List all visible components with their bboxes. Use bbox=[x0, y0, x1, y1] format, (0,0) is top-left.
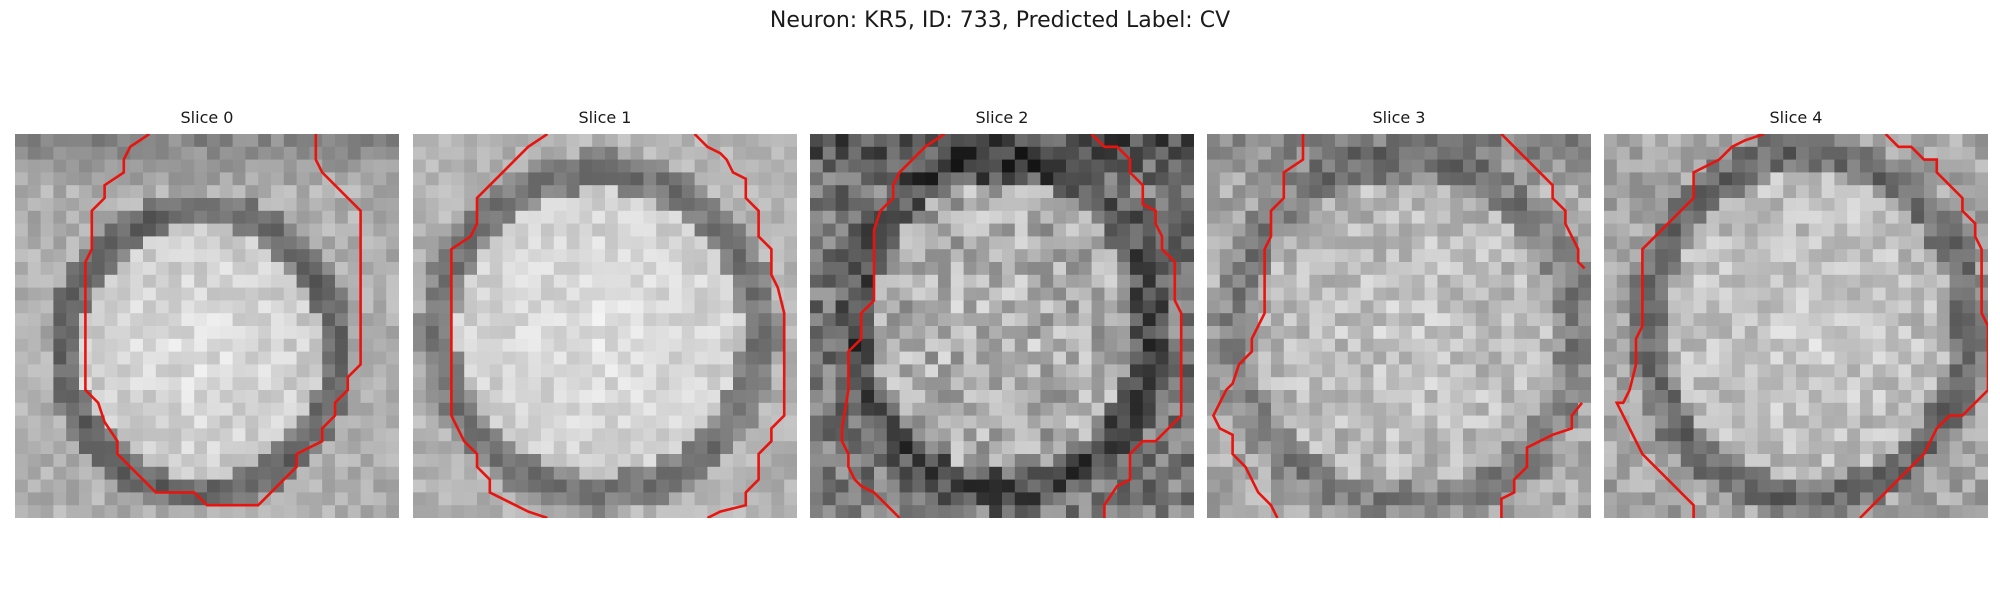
slice-image bbox=[413, 134, 797, 518]
slice-title: Slice 1 bbox=[578, 108, 632, 127]
slice-title: Slice 2 bbox=[975, 108, 1029, 127]
slice-title: Slice 4 bbox=[1769, 108, 1823, 127]
slice-image bbox=[810, 134, 1194, 518]
segmentation-contour bbox=[1090, 134, 1183, 518]
segmentation-contour bbox=[450, 134, 549, 518]
slice-title: Slice 0 bbox=[180, 108, 234, 127]
segmentation-contour bbox=[1500, 401, 1584, 518]
segmentation-contour bbox=[1211, 134, 1305, 518]
figure-title: Neuron: KR5, ID: 733, Predicted Label: C… bbox=[769, 8, 1231, 33]
segmentation-contour bbox=[84, 134, 362, 507]
segmentation-contour bbox=[840, 134, 946, 518]
slice-image bbox=[1207, 134, 1591, 518]
slice-title: Slice 3 bbox=[1372, 108, 1426, 127]
segmentation-contour bbox=[1614, 134, 1765, 518]
segmentation-contour bbox=[1859, 134, 1988, 518]
segmentation-contour bbox=[693, 134, 786, 518]
slice-image bbox=[15, 134, 399, 518]
slice-image bbox=[1604, 134, 1988, 518]
segmentation-contour bbox=[1500, 134, 1586, 270]
